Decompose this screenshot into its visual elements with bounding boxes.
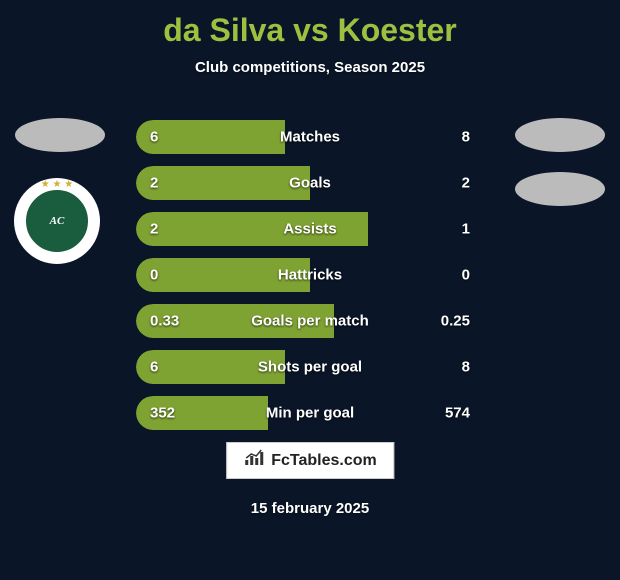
- stat-value-right: 574: [445, 405, 470, 422]
- page-title: da Silva vs Koester: [0, 0, 620, 49]
- stat-label: Assists: [283, 221, 336, 238]
- page-subtitle: Club competitions, Season 2025: [0, 59, 620, 76]
- stat-value-right: 1: [462, 221, 470, 238]
- stat-value-right: 2: [462, 175, 470, 192]
- stat-bar: Hattricks 0 0: [136, 258, 484, 292]
- club-stars-icon: ★ ★ ★: [41, 179, 73, 190]
- stat-value-right: 8: [462, 129, 470, 146]
- stat-value-right: 0.25: [441, 313, 470, 330]
- stat-value-left: 2: [150, 221, 158, 238]
- stats-bars: Matches 6 8 Goals 2 2 Assists 2 1 Hattricks 0 0 Goal…: [136, 120, 484, 442]
- stat-bar: Goals 2 2: [136, 166, 484, 200]
- player-left-avatar: [15, 118, 105, 152]
- bar-right-fill: [310, 166, 484, 200]
- stat-value-right: 8: [462, 359, 470, 376]
- stat-value-left: 6: [150, 129, 158, 146]
- stat-bar: Min per goal 352 574: [136, 396, 484, 430]
- stat-value-right: 0: [462, 267, 470, 284]
- stat-value-left: 2: [150, 175, 158, 192]
- bar-left-fill: [136, 120, 285, 154]
- stat-value-left: 352: [150, 405, 175, 422]
- stat-value-left: 0: [150, 267, 158, 284]
- stat-label: Goals per match: [251, 313, 369, 330]
- stat-value-left: 6: [150, 359, 158, 376]
- stat-value-left: 0.33: [150, 313, 179, 330]
- stat-label: Goals: [289, 175, 331, 192]
- stat-bar: Goals per match 0.33 0.25: [136, 304, 484, 338]
- bar-left-fill: [136, 166, 310, 200]
- player-right-avatar: [515, 118, 605, 152]
- date-label: 15 february 2025: [251, 500, 369, 517]
- club-right-avatar: [515, 172, 605, 206]
- stat-label: Shots per goal: [258, 359, 362, 376]
- stat-bar: Assists 2 1: [136, 212, 484, 246]
- stat-bar: Shots per goal 6 8: [136, 350, 484, 384]
- logo-text: FcTables.com: [271, 452, 377, 470]
- stat-bar: Matches 6 8: [136, 120, 484, 154]
- stat-label: Min per goal: [266, 405, 354, 422]
- club-letters: AC: [50, 215, 65, 227]
- club-left-badge: ★ ★ ★ AC: [14, 178, 100, 264]
- stat-label: Hattricks: [278, 267, 342, 284]
- chart-icon: [243, 449, 265, 472]
- stat-label: Matches: [280, 129, 340, 146]
- fctables-logo[interactable]: FcTables.com: [226, 442, 394, 479]
